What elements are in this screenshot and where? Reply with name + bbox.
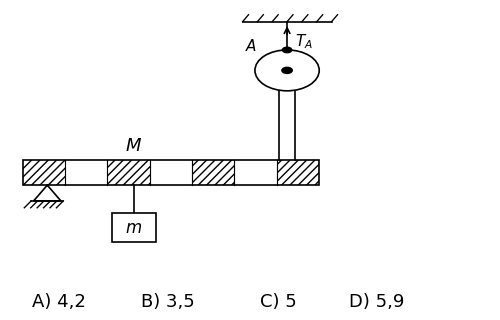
Text: B) 3,5: B) 3,5 [141,293,195,311]
Bar [277,160,319,185]
Text: C) 5: C) 5 [260,293,296,311]
Text: $m$: $m$ [126,219,142,236]
Bar [192,160,234,185]
Bar [22,160,65,185]
Text: $M$: $M$ [126,137,142,155]
Bar [112,213,156,242]
Bar [108,160,150,185]
Text: $A$: $A$ [245,38,258,54]
Bar [279,84,295,160]
Circle shape [282,46,292,53]
Bar [22,160,319,185]
Bar [22,160,319,185]
Text: A) 4,2: A) 4,2 [32,293,86,311]
Circle shape [281,67,293,74]
Circle shape [255,50,319,91]
Text: D) 5,9: D) 5,9 [349,293,405,311]
Text: $T_A$: $T_A$ [296,33,314,52]
